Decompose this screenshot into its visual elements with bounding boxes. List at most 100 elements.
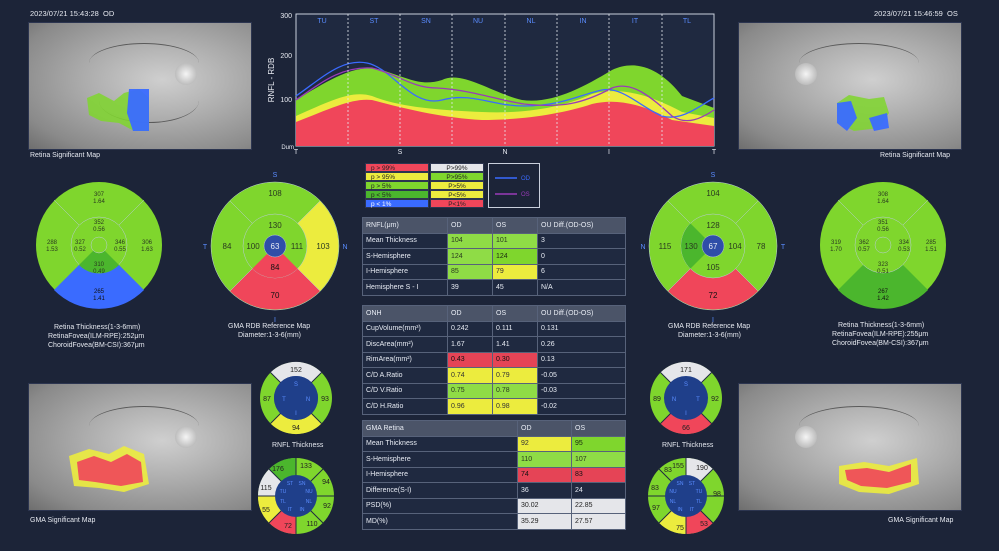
os-gma-outer-top: 104 <box>706 189 720 198</box>
cell: 35.29 <box>517 513 572 530</box>
os-retina-thickness-map: 308 1.64 319 1.70 285 1.51 351 0.56 362 … <box>820 182 946 309</box>
od-rt-inner-right-ratio: 0.55 <box>114 247 126 253</box>
od-rt-outer-left: 288 <box>47 240 58 246</box>
od-sector-tl: TL <box>280 499 286 505</box>
gma-header-os: OS <box>571 420 626 437</box>
os-gma-significance-overlay <box>839 458 919 494</box>
od-gma-inner-left: 100 <box>246 242 260 251</box>
cell: C/D V.Ratio <box>362 382 448 399</box>
od-gma-reference-map: 108 130 84 100 111 103 84 70 63 S I T N <box>203 172 348 322</box>
tsnit-xtick-t2: T <box>712 149 717 156</box>
tsnit-xtick-n: N <box>502 149 507 156</box>
cell: 83 <box>571 466 626 483</box>
cell: 24 <box>571 482 626 499</box>
table-row: Mean Thickness 104 101 3 <box>362 232 626 249</box>
cell: 0.242 <box>447 320 493 337</box>
os-sector-tl: TL <box>696 499 702 505</box>
legend-item: p < 1% <box>365 199 429 208</box>
os-rt-inner-right-ratio: 0.53 <box>898 247 910 253</box>
os-gma-i-label: I <box>712 317 714 322</box>
os-retina-fovea: RetinaFovea(ILM-RPE):255μm <box>832 331 929 338</box>
os-rt-outer-bottom: 267 <box>878 289 889 295</box>
os-gma-ref-caption: GMA RDB Reference Map <box>668 323 751 330</box>
os-sector-sn: SN <box>677 481 684 487</box>
od-rnfl-right: 93 <box>321 396 329 403</box>
significance-legend-left: p > 99% p > 95% p > 5% p < 5% p < 1% <box>365 163 429 208</box>
od-gma-i-label: I <box>274 317 276 322</box>
od-gma-outer-bottom: 70 <box>271 291 280 300</box>
os-choroid-fovea: ChoroidFovea(BM-CSI):367μm <box>832 340 929 347</box>
od-gma-outer-right: 103 <box>316 242 330 251</box>
table-row: RimArea(mm²) 0.43 0.30 0.13 <box>362 351 626 368</box>
od-rt-inner-right: 346 <box>115 240 126 246</box>
od-choroid-fovea: ChoroidFovea(BM-CSI):367μm <box>48 342 145 349</box>
od-rt-inner-left: 327 <box>75 240 86 246</box>
os-rt-outer-top-ratio: 1.64 <box>877 199 889 205</box>
od-gma-outer-top: 108 <box>268 189 282 198</box>
od-rnfl-t: T <box>282 397 286 403</box>
os-sector-right: 98 <box>713 491 721 498</box>
os-rnfl-right: 92 <box>711 396 719 403</box>
od-rt-outer-bottom-ratio: 1.41 <box>93 296 105 302</box>
od-sector-bottom: 72 <box>284 523 292 530</box>
cell: N/A <box>537 279 626 296</box>
tsnit-od-line <box>295 61 715 118</box>
tsnit-ytick-300: 300 <box>280 13 292 20</box>
od-retina-fundus-image <box>28 22 252 150</box>
od-retina-sig-map-caption: Retina Significant Map <box>30 152 101 159</box>
cell: 0.13 <box>537 351 626 368</box>
od-gma-diameter: Diameter:1-3-6(mm) <box>238 332 302 339</box>
rnfl-header-diff: OU Diff.(OD-OS) <box>537 217 626 234</box>
cell: I-Hemisphere <box>362 466 518 483</box>
rnfl-table: RNFL(μm) OD OS OU Diff.(OD-OS) Mean Thic… <box>362 217 626 296</box>
od-rnfl-left: 87 <box>263 396 271 403</box>
od-rt-outer-right-ratio: 1.63 <box>141 247 153 253</box>
od-rnfl-thickness-caption: RNFL Thickness <box>272 442 324 449</box>
os-rnfl-t: T <box>696 397 700 403</box>
os-rnfl-quadrant-map: 171 89 92 66 S N T I <box>650 361 722 435</box>
od-gma-fundus-image <box>28 383 252 511</box>
os-sector-it: IT <box>690 507 694 513</box>
os-retina-thickness-caption: Retina Thickness(1-3-6mm) <box>838 322 925 329</box>
cell: C/D H.Ratio <box>362 398 448 415</box>
os-gma-outer-bottom: 72 <box>709 291 718 300</box>
od-sector-top-right: 94 <box>322 479 330 486</box>
od-sector-nl: NL <box>306 499 313 505</box>
os-retina-fundus-image <box>738 22 962 150</box>
os-timestamp: 2023/07/21 15:46:59 OS <box>874 9 958 18</box>
od-rnfl-bottom: 94 <box>292 425 300 432</box>
od-sector-nu: NU <box>305 489 313 495</box>
od-retina-thickness-caption: Retina Thickness(1-3-6mm) <box>54 324 141 331</box>
cell: 45 <box>492 279 538 296</box>
os-rt-inner-left-ratio: 0.57 <box>858 247 870 253</box>
tsnit-sector-it: IT <box>632 18 639 25</box>
os-gma-inner-left: 130 <box>684 242 698 251</box>
legend-item: p > 95% <box>365 172 429 181</box>
cell: 95 <box>571 435 626 452</box>
os-gma-outer-right: 78 <box>757 242 766 251</box>
os-rnfl-bottom: 66 <box>682 425 690 432</box>
table-row: PSD(%) 30.02 22.85 <box>362 497 626 514</box>
od-retina-fovea: RetinaFovea(ILM-RPE):252μm <box>48 333 145 340</box>
od-gma-t-label: T <box>203 244 208 251</box>
rnfl-header-label: RNFL(μm) <box>362 217 448 234</box>
os-sector-tu: TU <box>696 489 703 495</box>
os-sector-top: 155 <box>672 463 684 470</box>
od-sector-it: IT <box>288 507 292 513</box>
os-sector-nu: NU <box>669 489 677 495</box>
legend-item: P<1% <box>430 199 484 208</box>
od-gma-inner-right: 111 <box>291 242 304 251</box>
os-gma-center: 67 <box>709 242 718 251</box>
os-sector-nl: NL <box>670 499 677 505</box>
os-rt-inner-bottom-ratio: 0.51 <box>877 269 889 275</box>
table-row: I-Hemisphere 74 83 <box>362 466 626 483</box>
od-rnfl-i: I <box>295 411 297 417</box>
cell: 27.57 <box>571 513 626 530</box>
rnfl-header-od: OD <box>447 217 493 234</box>
od-retina-significance-overlay <box>87 89 149 131</box>
os-rt-outer-left-ratio: 1.70 <box>830 247 842 253</box>
od-os-line-legend: OD OS <box>488 163 540 208</box>
os-gma-n-label: N <box>640 244 645 251</box>
tsnit-sector-tu: TU <box>317 18 326 25</box>
os-gma-inner-right: 104 <box>728 242 742 251</box>
